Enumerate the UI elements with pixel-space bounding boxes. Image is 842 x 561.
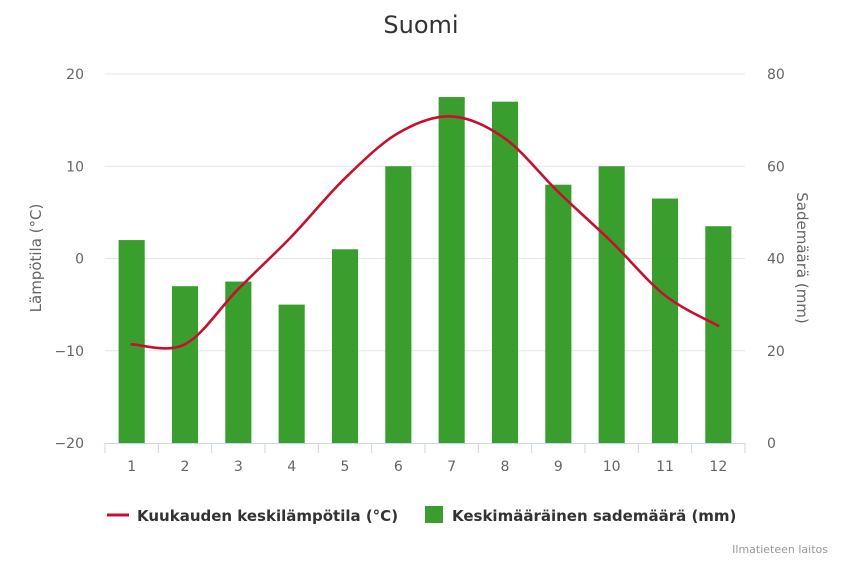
precipitation-bars (118, 97, 732, 444)
legend-item-precipitation[interactable]: Keskimääräinen sademäärä (mm) (425, 506, 736, 525)
precipitation-bar (385, 166, 412, 443)
right-tick-label: 40 (767, 252, 785, 268)
x-tick-label: 10 (603, 459, 621, 475)
precipitation-bar (278, 304, 305, 443)
x-tick-label: 12 (709, 459, 727, 475)
precipitation-bar (545, 184, 572, 443)
precipitation-bar (171, 286, 199, 443)
left-axis-title: Lämpötila (°C) (27, 204, 45, 313)
right-tick-label: 20 (767, 344, 785, 360)
right-tick-label: 60 (767, 159, 785, 175)
precipitation-bar (491, 101, 519, 444)
right-tick-label: 0 (767, 436, 776, 452)
x-tick-label: 5 (341, 459, 350, 475)
x-tick-label: 7 (447, 459, 456, 475)
precipitation-bar (705, 226, 732, 443)
grid-lines (105, 73, 745, 352)
legend-label-temperature: Kuukauden keskilämpötila (°C) (137, 507, 398, 525)
left-tick-label: 10 (66, 159, 84, 175)
x-tick-label: 1 (127, 459, 136, 475)
right-axis-title: Sademäärä (mm) (793, 192, 811, 324)
x-tick-label: 11 (656, 459, 674, 475)
legend[interactable]: Kuukauden keskilämpötila (°C) Keskimäärä… (107, 506, 736, 525)
temperature-line (130, 115, 720, 350)
legend-bar-swatch (425, 506, 443, 523)
x-tick-label: 6 (394, 459, 403, 475)
left-tick-label: 0 (75, 252, 84, 268)
left-tick-label: 20 (66, 67, 84, 83)
left-tick-label: −10 (54, 344, 84, 360)
x-tick-label: 3 (234, 459, 243, 475)
x-tick-label: 8 (501, 459, 510, 475)
left-tick-label: −20 (54, 436, 84, 452)
temperature-series-line (130, 115, 720, 350)
x-tick-label: 9 (554, 459, 563, 475)
precipitation-bar (118, 240, 145, 443)
precipitation-bar (225, 281, 252, 443)
precipitation-bar (598, 166, 625, 443)
chart-title: Suomi (383, 11, 458, 39)
precipitation-bar (438, 97, 465, 443)
x-tick-label: 4 (287, 459, 296, 475)
right-tick-label: 80 (767, 67, 785, 83)
x-tick-label: 2 (181, 459, 190, 475)
credit-link[interactable]: Ilmatieteen laitos (732, 543, 828, 556)
legend-label-precipitation: Keskimääräinen sademäärä (mm) (452, 507, 736, 525)
precipitation-bar (331, 249, 359, 443)
precipitation-bar (651, 198, 679, 443)
legend-item-temperature[interactable]: Kuukauden keskilämpötila (°C) (107, 507, 398, 525)
